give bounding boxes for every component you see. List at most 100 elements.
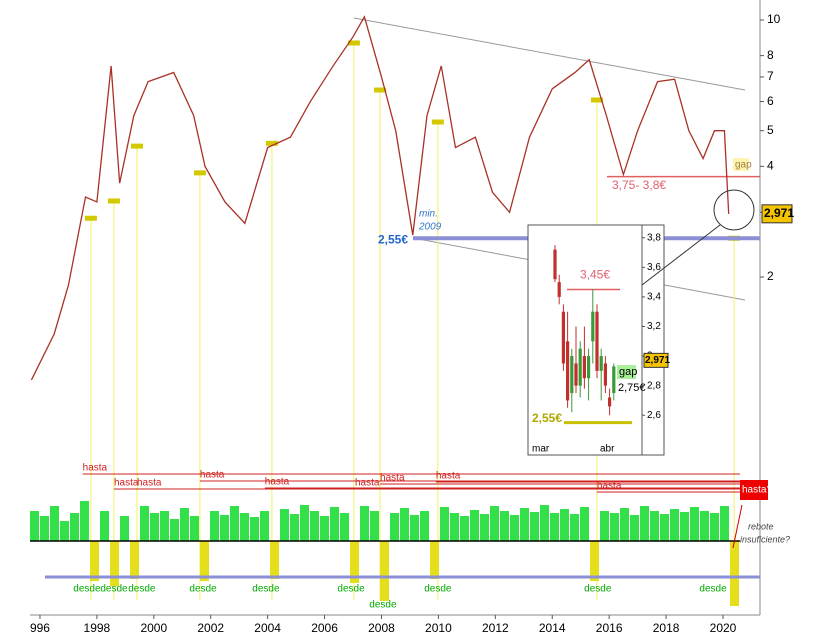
inset-x-label: mar xyxy=(532,444,550,455)
oscillator-bar xyxy=(200,541,209,581)
oscillator-bar xyxy=(280,509,289,541)
oscillator-bar xyxy=(360,506,369,541)
desde-label: desde xyxy=(337,584,365,595)
oscillator-bar xyxy=(540,505,549,541)
oscillator-bar xyxy=(470,510,479,541)
oscillator-bar xyxy=(450,513,459,541)
target-box xyxy=(740,480,768,500)
inset-gap-box xyxy=(617,365,636,380)
oscillator-bar xyxy=(250,517,259,541)
desde-label: desde xyxy=(189,584,217,595)
oscillator-bar xyxy=(350,541,359,583)
x-tick-label: 2004 xyxy=(254,621,281,635)
oscillator-bar xyxy=(520,508,529,541)
y-tick-label: 7 xyxy=(767,69,774,83)
oscillator-bar xyxy=(710,513,719,541)
support-mark xyxy=(193,170,206,176)
oscillator-bar xyxy=(510,515,519,541)
support-label: 2,55€ xyxy=(378,232,408,246)
inset-gap-value: 2,75€ xyxy=(618,382,646,394)
support-mark xyxy=(107,198,120,204)
candle-body xyxy=(578,348,582,386)
hasta-label: hasta xyxy=(83,463,108,474)
x-tick-label: 2006 xyxy=(311,621,338,635)
oscillator-bar xyxy=(30,511,39,541)
y-tick-label: 8 xyxy=(767,48,774,62)
oscillator-bar xyxy=(300,505,309,541)
oscillator-bar xyxy=(40,516,49,541)
gap-label: gap xyxy=(735,160,752,171)
hasta-label: hasta xyxy=(380,473,405,484)
oscillator-bar xyxy=(270,541,279,579)
price-line xyxy=(30,15,730,381)
hasta-label: hasta xyxy=(114,478,139,489)
oscillator-bar xyxy=(560,509,569,541)
oscillator-bar xyxy=(370,511,379,541)
oscillator-bar xyxy=(600,511,609,541)
inset-y-tick-label: 3,6 xyxy=(647,262,661,273)
oscillator-bar xyxy=(390,513,399,541)
x-tick-label: 2010 xyxy=(425,621,452,635)
inset-support-label: 2,55€ xyxy=(532,411,562,425)
oscillator-bar xyxy=(260,511,269,541)
oscillator-bar xyxy=(290,514,299,541)
oscillator-bar xyxy=(690,507,699,541)
desde-label: desde xyxy=(252,584,280,595)
candle-body xyxy=(603,363,607,386)
inset-frame xyxy=(527,224,643,456)
support-mark xyxy=(131,143,144,149)
oscillator-bar xyxy=(60,521,69,541)
oscillator-bar xyxy=(320,516,329,541)
inset-y-tick-label: 3,8 xyxy=(647,232,661,243)
desde-label: desde xyxy=(100,584,128,595)
oscillator-bar xyxy=(580,507,589,541)
oscillator-bar xyxy=(500,511,509,541)
hasta-label: hasta xyxy=(436,471,461,482)
candle-body xyxy=(595,311,599,371)
candle-body xyxy=(587,356,591,379)
oscillator-bar xyxy=(570,514,579,541)
candle-body xyxy=(608,397,612,407)
x-tick-label: 2018 xyxy=(653,621,680,635)
x-tick-label: 2002 xyxy=(197,621,224,635)
support-mark xyxy=(374,87,387,93)
candle-body xyxy=(570,356,574,394)
oscillator-bar xyxy=(150,513,159,541)
oscillator-bar xyxy=(440,507,449,541)
oscillator-bar xyxy=(640,506,649,541)
candle-body xyxy=(566,341,570,401)
oscillator-bar xyxy=(100,511,109,541)
arrow xyxy=(732,504,743,549)
highlight-circle xyxy=(713,189,755,231)
inset-y-tick-label: 2,8 xyxy=(647,380,661,391)
oscillator-bar xyxy=(190,516,199,541)
inset-gap-label: gap xyxy=(619,366,637,378)
connector xyxy=(641,224,721,286)
candle-body xyxy=(561,311,565,364)
oscillator-bar xyxy=(660,514,669,541)
support-mark xyxy=(431,119,444,125)
inset-y-tick-label: 3,4 xyxy=(647,292,661,303)
oscillator-bar xyxy=(680,512,689,541)
oscillator-bar xyxy=(80,501,89,541)
inset-axis-frame xyxy=(641,224,665,456)
inset-x-label: abr xyxy=(600,444,615,455)
oscillator-bar xyxy=(230,506,239,541)
last-price-label: 2,971 xyxy=(764,206,794,220)
trend-line xyxy=(353,17,746,91)
candle-body xyxy=(612,366,616,394)
candle-body xyxy=(574,363,578,386)
y-tick-label: 2 xyxy=(767,269,774,283)
oscillator-bar xyxy=(650,511,659,541)
candle-body xyxy=(599,356,603,371)
inset-y-tick-label: 3,2 xyxy=(647,321,661,332)
min-note: 2009 xyxy=(418,222,442,233)
oscillator-bar xyxy=(210,511,219,541)
x-tick-label: 2016 xyxy=(596,621,623,635)
x-tick-label: 2012 xyxy=(482,621,509,635)
hasta-label: hasta xyxy=(597,481,622,492)
desde-label: desde xyxy=(424,584,452,595)
oscillator-bar xyxy=(220,515,229,541)
